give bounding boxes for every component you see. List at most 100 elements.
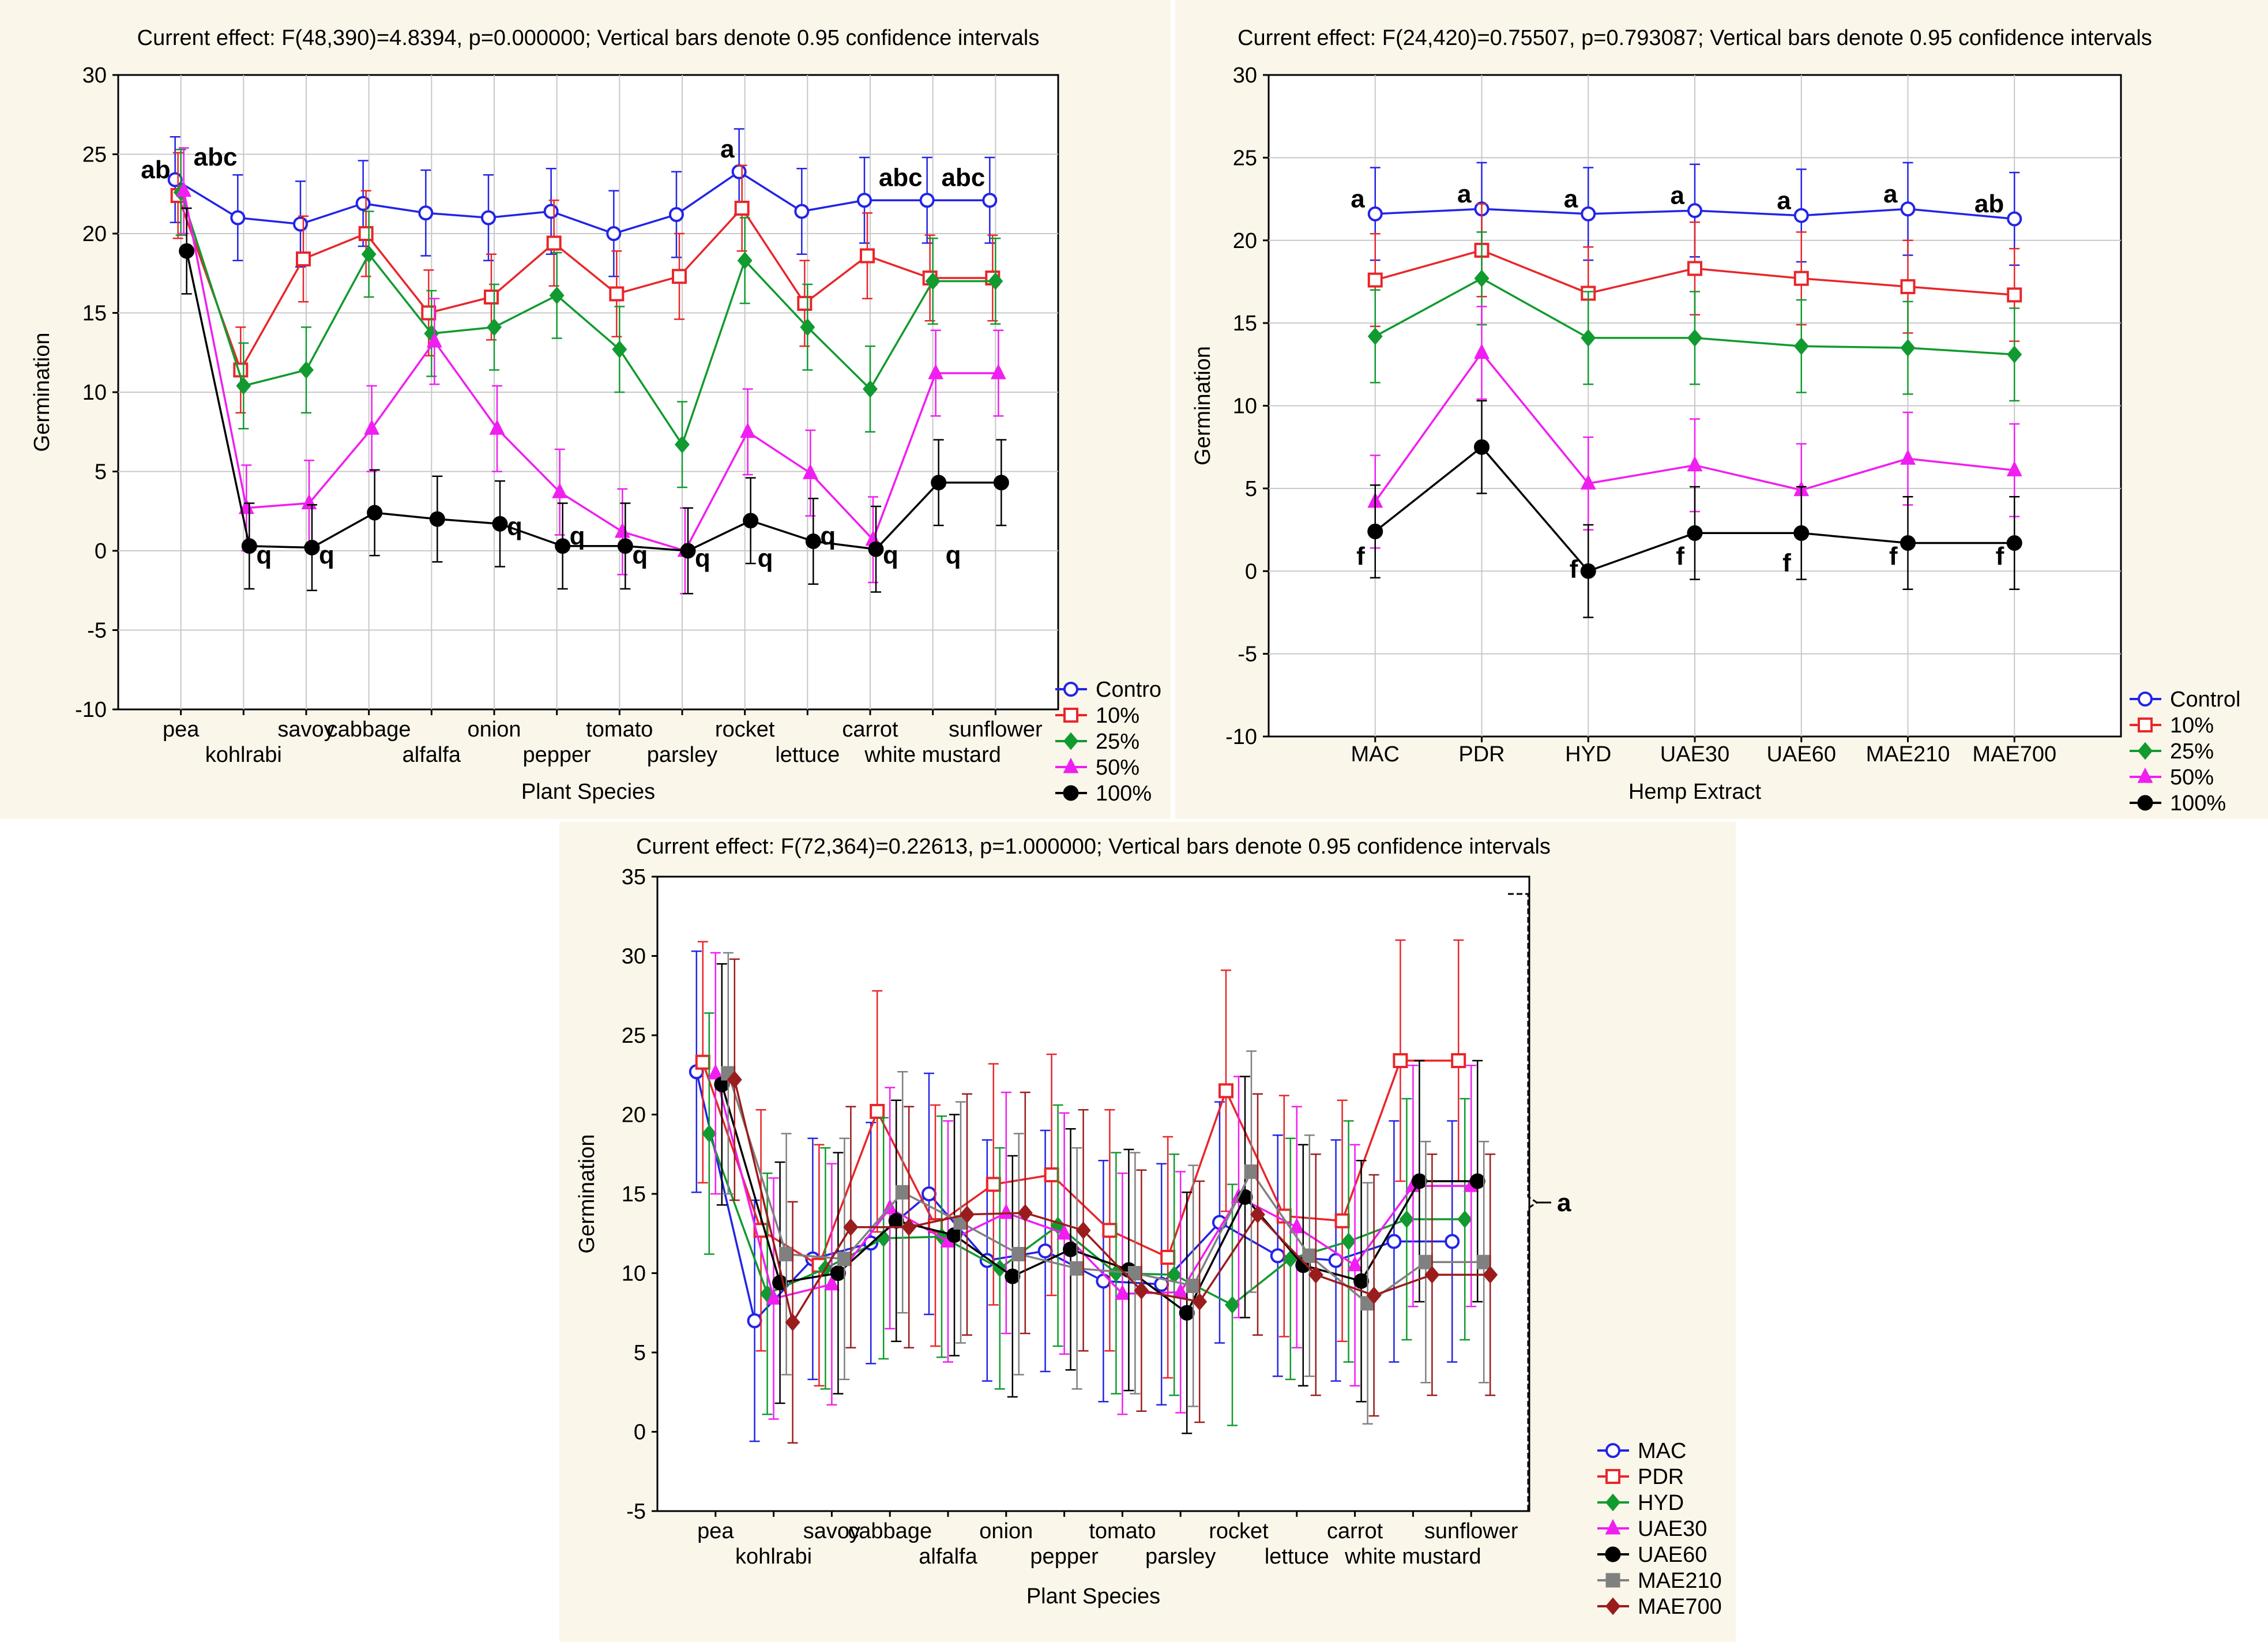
data-point bbox=[1070, 1261, 1085, 1276]
annotation-label: f bbox=[1356, 542, 1365, 570]
data-point bbox=[708, 1064, 724, 1080]
data-point bbox=[1900, 449, 1916, 465]
legend-item: HYD bbox=[1597, 1491, 1684, 1515]
series-100% bbox=[179, 207, 1009, 595]
data-point bbox=[837, 1252, 852, 1267]
legend-label: 50% bbox=[1096, 756, 1139, 780]
x-tick-label: carrot bbox=[842, 717, 898, 742]
y-tick-label: 20 bbox=[82, 222, 107, 246]
data-point bbox=[731, 164, 747, 179]
data-point bbox=[960, 1205, 975, 1224]
annotation-label: a bbox=[1564, 185, 1578, 213]
legend-item: 10% bbox=[2130, 713, 2214, 738]
data-point bbox=[299, 361, 314, 379]
series-line bbox=[185, 250, 1002, 552]
x-tick-label: parsley bbox=[1145, 1545, 1216, 1569]
x-tick-label: parsley bbox=[647, 743, 718, 767]
data-point bbox=[1056, 1224, 1073, 1240]
annotation-label: q bbox=[758, 544, 773, 573]
y-tick-label: -5 bbox=[626, 1500, 646, 1524]
x-tick-label: pepper bbox=[523, 743, 592, 767]
data-point bbox=[986, 1177, 1001, 1192]
data-point bbox=[1011, 1247, 1026, 1261]
data-point bbox=[358, 226, 374, 241]
data-point bbox=[1341, 1233, 1356, 1250]
x-tick-label: lettuce bbox=[1265, 1545, 1329, 1569]
data-point bbox=[1687, 329, 1702, 347]
data-point bbox=[1367, 206, 1383, 221]
data-point bbox=[1367, 327, 1383, 345]
x-tick-label: PDR bbox=[1458, 742, 1505, 766]
data-point bbox=[998, 1203, 1014, 1219]
series-line bbox=[174, 170, 990, 235]
series-line bbox=[180, 191, 996, 447]
data-point bbox=[928, 363, 944, 379]
data-point bbox=[1192, 1292, 1208, 1311]
data-point bbox=[1127, 1266, 1142, 1280]
y-tick-label: 5 bbox=[634, 1341, 646, 1365]
chart-top-left: Current effect: F(48,390)=4.8394, p=0.00… bbox=[30, 26, 1161, 806]
x-tick-label: HYD bbox=[1565, 742, 1611, 766]
data-point bbox=[823, 1275, 840, 1291]
y-tick-label: 15 bbox=[82, 302, 107, 326]
data-point bbox=[304, 540, 320, 555]
data-point bbox=[701, 1125, 717, 1143]
annotation-label: a bbox=[1777, 186, 1791, 215]
series-HYD bbox=[701, 1012, 1473, 1426]
x-axis-label: Plant Species bbox=[1026, 1584, 1160, 1609]
data-point bbox=[1424, 1265, 1440, 1284]
x-tick-label: MAE210 bbox=[1866, 742, 1950, 766]
x-tick-label: MAC bbox=[1351, 742, 1400, 766]
x-tick-label: pepper bbox=[1030, 1545, 1099, 1569]
data-point bbox=[1474, 343, 1490, 359]
data-point bbox=[2007, 287, 2022, 303]
legend-marker bbox=[1605, 1573, 1620, 1588]
x-tick-label: white mustard bbox=[864, 743, 1001, 767]
legend-marker bbox=[1605, 1546, 1621, 1562]
legend-label: 10% bbox=[1096, 704, 1139, 728]
data-point bbox=[922, 1186, 936, 1201]
legend-marker bbox=[2137, 795, 2153, 811]
data-point bbox=[1134, 1282, 1149, 1300]
annotation-label: f bbox=[1676, 542, 1684, 570]
legend-label: UAE60 bbox=[1638, 1543, 1707, 1567]
data-point bbox=[1244, 1164, 1259, 1179]
legend-label: MAC bbox=[1638, 1439, 1686, 1463]
data-point bbox=[2007, 211, 2022, 227]
bracket-label: a bbox=[1557, 1189, 1571, 1217]
data-point bbox=[481, 210, 496, 226]
data-point bbox=[2006, 535, 2022, 551]
annotation-label: a bbox=[1883, 180, 1898, 208]
legend-item: PDR bbox=[1597, 1465, 1684, 1489]
data-point bbox=[1457, 1210, 1473, 1228]
legend-item: UAE30 bbox=[1597, 1517, 1707, 1541]
annotation-label: f bbox=[1782, 548, 1791, 577]
legend-label: MAE700 bbox=[1638, 1595, 1722, 1619]
x-tick-label: cabbage bbox=[848, 1519, 932, 1543]
legend-item: Control bbox=[2130, 687, 2241, 712]
legend-label: 100% bbox=[1096, 781, 1152, 806]
data-point bbox=[2006, 460, 2022, 476]
data-point bbox=[895, 1185, 910, 1200]
legend-item: 10% bbox=[1055, 704, 1139, 728]
series-line bbox=[177, 195, 993, 373]
data-point bbox=[1399, 1210, 1415, 1228]
data-point bbox=[1367, 523, 1383, 539]
data-point bbox=[1366, 1286, 1382, 1305]
chart-title: Current effect: F(48,390)=4.8394, p=0.00… bbox=[137, 26, 1040, 50]
legend-item: MAC bbox=[1597, 1439, 1686, 1463]
legend-marker bbox=[1063, 757, 1079, 773]
y-tick-label: 10 bbox=[1233, 394, 1257, 419]
annotation-label: ab bbox=[1974, 190, 2004, 218]
x-tick-label: alfalfa bbox=[919, 1545, 977, 1569]
data-point bbox=[734, 201, 750, 216]
y-tick-label: 25 bbox=[82, 143, 107, 167]
legend-label: 10% bbox=[2170, 713, 2214, 738]
data-point bbox=[993, 475, 1009, 491]
y-tick-label: -5 bbox=[1238, 642, 1257, 667]
y-tick-label: 5 bbox=[95, 460, 107, 484]
y-tick-label: 10 bbox=[82, 381, 107, 405]
data-point bbox=[2007, 345, 2022, 363]
x-tick-label: UAE60 bbox=[1767, 742, 1836, 766]
x-tick-label: sunflower bbox=[949, 717, 1043, 742]
